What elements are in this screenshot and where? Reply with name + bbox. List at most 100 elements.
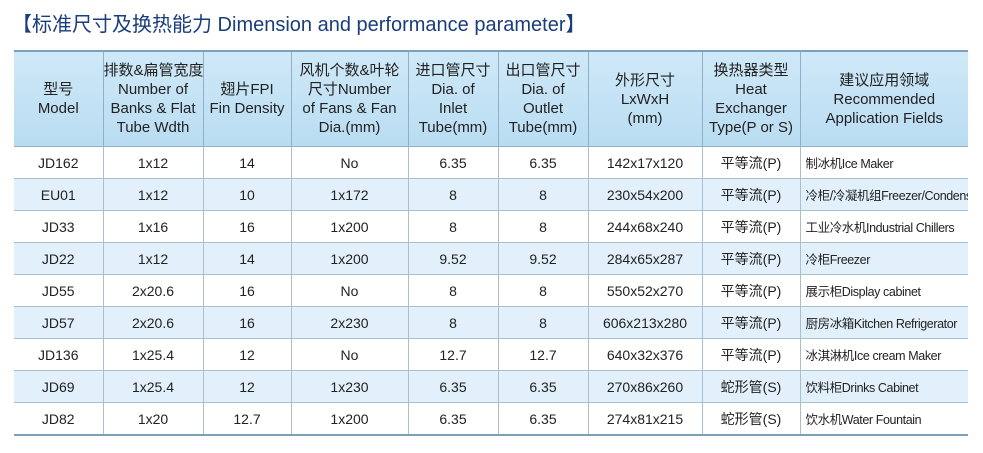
header-line: Inlet: [438, 100, 468, 117]
header-line: 翅片FPI: [220, 81, 274, 98]
table-cell: 冷柜Freezer: [799, 242, 968, 275]
table-row: JD55 2x20.6 16 No 8 8 550x52x270 平等流(P) 展示柜Displ…: [14, 274, 968, 307]
header-line: Banks & Flat: [110, 100, 196, 117]
table-cell: 平等流(P): [701, 178, 800, 211]
table-cell: 16: [202, 210, 291, 243]
table-cell: 1x20: [102, 402, 203, 436]
table-row: JD22 1x12 14 1x200 9.52 9.52 284x65x287 平等流(P) 冷…: [14, 242, 968, 275]
table-cell: 蛇形管(S): [701, 402, 800, 436]
table-cell: 640x32x376: [587, 338, 702, 371]
table-row: JD136 1x25.4 12 No 12.7 12.7 640x32x376 平等流(P) 冰…: [14, 338, 968, 371]
table-cell: 2x230: [290, 306, 408, 339]
table-row: JD82 1x20 12.7 1x200 6.35 6.35 274x81x215 蛇形管(S…: [14, 402, 968, 436]
table-cell: 284x65x287: [587, 242, 702, 275]
table-row: EU01 1x12 10 1x172 8 8 230x54x200 平等流(P) 冷柜/冷凝机组…: [14, 178, 968, 211]
header-line: 出口管尺寸: [505, 62, 581, 79]
table-cell: 8: [497, 306, 588, 339]
table-cell: 平等流(P): [701, 146, 800, 179]
table-cell: 1x230: [290, 370, 408, 403]
table-cell: 1x200: [290, 402, 408, 436]
table-cell: 10: [202, 178, 291, 211]
table-cell: 6.35: [407, 146, 498, 179]
table-cell: 230x54x200: [587, 178, 702, 211]
header-line: Tube(mm): [418, 119, 488, 136]
table-row: JD57 2x20.6 16 2x230 8 8 606x213x280 平等流(P) 厨房冰箱…: [14, 306, 968, 339]
table-cell: 12: [202, 338, 291, 371]
header-cell: 建议应用领域 Recommended Application Fields: [799, 50, 968, 147]
table-cell: 1x172: [290, 178, 408, 211]
table-cell: 展示柜Display cabinet: [799, 274, 968, 307]
table-cell: 16: [202, 274, 291, 307]
table-cell: 1x200: [290, 242, 408, 275]
table-cell: 平等流(P): [701, 274, 800, 307]
table-cell: No: [290, 338, 408, 371]
header-line: Model: [37, 100, 79, 117]
table-cell: 6.35: [497, 402, 588, 436]
header-cell: 外形尺寸 LxWxH (mm): [587, 50, 702, 147]
header-line: 排数&扁管宽度: [103, 62, 204, 79]
header-line: 风机个数&叶轮: [299, 62, 400, 79]
table-cell: 1x25.4: [102, 370, 203, 403]
table-cell: 8: [407, 306, 498, 339]
table-cell: 制冰机Ice Maker: [799, 146, 968, 179]
table-cell: 16: [202, 306, 291, 339]
table-cell: 蛇形管(S): [701, 370, 800, 403]
spec-table: 型号 Model 排数&扁管宽度 Number of Banks & Flat Tube …: [14, 50, 968, 436]
header-line: Outlet: [522, 100, 564, 117]
table-cell: 1x12: [102, 178, 203, 211]
table-cell: JD136: [14, 338, 103, 371]
header-row: 型号 Model 排数&扁管宽度 Number of Banks & Flat Tube …: [14, 50, 968, 147]
table-cell: 14: [202, 242, 291, 275]
table-cell: JD33: [14, 210, 103, 243]
table-cell: JD69: [14, 370, 103, 403]
table-cell: JD82: [14, 402, 103, 436]
header-line: Dia. of: [431, 81, 475, 98]
table-cell: 2x20.6: [102, 274, 203, 307]
header-line: Fin Density: [209, 100, 285, 117]
table-cell: 平等流(P): [701, 210, 800, 243]
table-cell: 244x68x240: [587, 210, 702, 243]
table-cell: 274x81x215: [587, 402, 702, 436]
table-cell: 9.52: [407, 242, 498, 275]
table-cell: 冰淇淋机Ice cream Maker: [799, 338, 968, 371]
table-cell: 12.7: [202, 402, 291, 436]
header-line: Type(P or S): [709, 119, 793, 136]
header-line: 外形尺寸: [614, 71, 675, 89]
header-line: 型号: [43, 81, 74, 98]
header-line: Recommended: [833, 90, 936, 108]
table-cell: 8: [407, 210, 498, 243]
header-cell: 进口管尺寸 Dia. of Inlet Tube(mm): [407, 50, 498, 147]
table-cell: 1x12: [102, 242, 203, 275]
table-cell: 6.35: [407, 370, 498, 403]
header-line: 换热器类型: [713, 62, 789, 79]
header-line: Tube Wdth: [116, 119, 190, 136]
table-cell: JD57: [14, 306, 103, 339]
table-cell: 8: [497, 210, 588, 243]
header-line: Dia. of: [521, 81, 565, 98]
header-line: Tube(mm): [508, 119, 578, 136]
table-cell: 8: [497, 178, 588, 211]
table-cell: JD55: [14, 274, 103, 307]
table-row: JD33 1x16 16 1x200 8 8 244x68x240 平等流(P) 工业冷水机In…: [14, 210, 968, 243]
header-cell: 翅片FPI Fin Density: [202, 50, 291, 147]
table-cell: 606x213x280: [587, 306, 702, 339]
table-cell: 6.35: [497, 370, 588, 403]
title: 【标准尺寸及换热能力 Dimension and performance par…: [12, 14, 586, 36]
table-cell: 270x86x260: [587, 370, 702, 403]
table-cell: 6.35: [497, 146, 588, 179]
table-cell: 1x16: [102, 210, 203, 243]
table-cell: 1x25.4: [102, 338, 203, 371]
header-cell: 风机个数&叶轮 尺寸Number of Fans & Fan Dia.(mm): [290, 50, 408, 147]
table-cell: 1x12: [102, 146, 203, 179]
table-cell: No: [290, 146, 408, 179]
table-cell: 饮料柜Drinks Cabinet: [799, 370, 968, 403]
header-line: (mm): [627, 109, 663, 127]
table-row: JD69 1x25.4 12 1x230 6.35 6.35 270x86x260 蛇形管(S…: [14, 370, 968, 403]
table-cell: 14: [202, 146, 291, 179]
table-body: JD162 1x12 14 No 6.35 6.35 142x17x120 平等流(P) 制冰机…: [14, 146, 968, 436]
header-line: Exchanger: [715, 100, 787, 117]
header-line: of Fans & Fan: [302, 100, 397, 117]
header-line: Number of: [117, 81, 189, 98]
table-cell: 12.7: [497, 338, 588, 371]
table-row: JD162 1x12 14 No 6.35 6.35 142x17x120 平等流(P) 制冰机…: [14, 146, 968, 179]
